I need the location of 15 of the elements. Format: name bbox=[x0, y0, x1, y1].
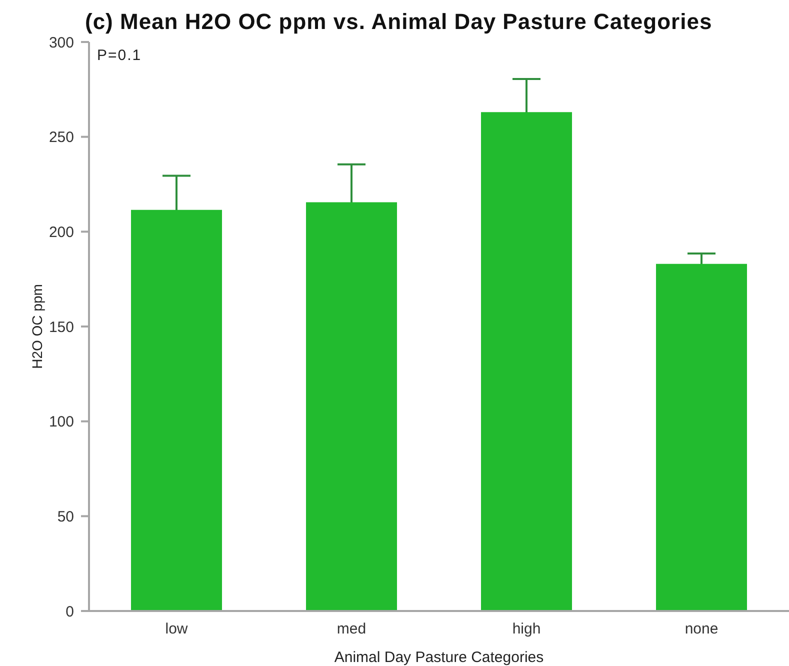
x-axis-title: Animal Day Pasture Categories bbox=[334, 649, 544, 666]
chart-title: (c) Mean H2O OC ppm vs. Animal Day Pasture Categories bbox=[85, 9, 712, 34]
y-tick-label: 300 bbox=[48, 34, 74, 52]
x-tick-label: none bbox=[684, 620, 718, 638]
y-tick-label: 50 bbox=[57, 508, 74, 526]
y-tick-label: 150 bbox=[48, 318, 74, 336]
x-tick-label: med bbox=[336, 620, 366, 638]
x-tick-label: high bbox=[512, 620, 541, 638]
x-tick-label: low bbox=[165, 620, 188, 638]
y-tick-label: 250 bbox=[48, 129, 74, 146]
y-axis-title: H2O OC ppm bbox=[28, 284, 45, 369]
y-tick-label: 100 bbox=[48, 414, 74, 431]
y-tick-label: 200 bbox=[48, 224, 74, 241]
y-tick-label: 0 bbox=[66, 603, 74, 620]
annotation: P=0.1 bbox=[97, 47, 142, 64]
